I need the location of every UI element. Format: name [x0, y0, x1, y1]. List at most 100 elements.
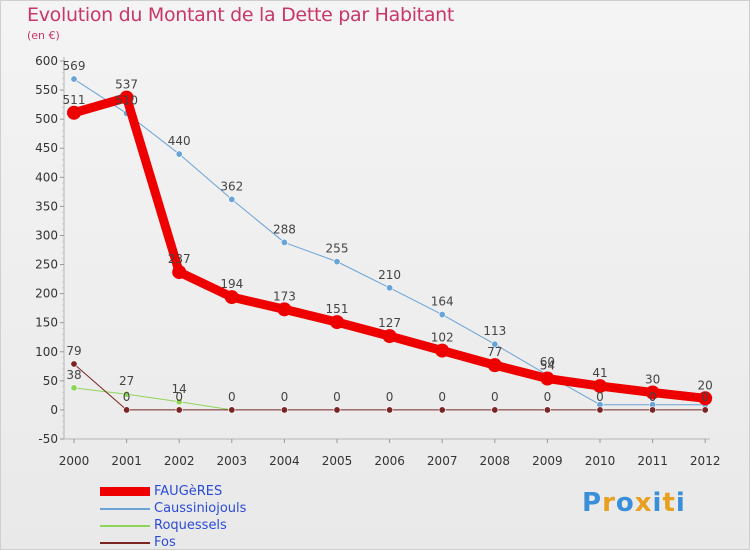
data-label-faug-res: 194: [220, 277, 243, 291]
y-tick-label: 350: [35, 199, 58, 213]
data-label-caussiniojouls: 60: [540, 355, 555, 369]
legend-swatch: [100, 487, 150, 496]
data-label-fos: 0: [281, 390, 289, 404]
x-tick-label: 2011: [637, 454, 668, 468]
data-point-fos: [70, 360, 78, 368]
data-label-fos: 0: [175, 390, 183, 404]
data-label-fos: 0: [649, 390, 657, 404]
chart-title: Evolution du Montant de la Dette par Hab…: [27, 4, 455, 26]
x-tick-label: 2005: [322, 454, 353, 468]
data-point-caussiniojouls: [175, 150, 183, 158]
data-label-caussiniojouls: 569: [63, 59, 86, 73]
legend-item-fos: Fos: [100, 534, 246, 551]
y-tick-label: 500: [35, 112, 58, 126]
data-point-fos: [280, 406, 288, 414]
data-point-faug-res: [277, 302, 292, 317]
data-label-caussiniojouls: 362: [220, 179, 243, 193]
data-label-faug-res: 151: [326, 302, 349, 316]
data-point-faug-res: [67, 105, 81, 120]
data-label-faug-res: 77: [487, 345, 502, 359]
data-point-faug-res: [224, 290, 239, 305]
data-label-caussiniojouls: 440: [168, 134, 191, 148]
data-point-fos: [596, 406, 604, 414]
x-tick-label: 2010: [585, 454, 616, 468]
y-tick-label: 400: [35, 170, 58, 184]
series-line-roquessels: [73, 387, 233, 411]
data-point-roquessels: [70, 384, 78, 392]
data-label-fos: 0: [386, 390, 394, 404]
chart-legend: FAUGèRES Caussiniojouls Roquessels Fos: [100, 483, 246, 551]
x-tick-label: 2004: [269, 454, 300, 468]
legend-item-caussiniojouls: Caussiniojouls: [100, 500, 246, 517]
y-tick-label: 100: [35, 345, 58, 359]
data-point-faug-res: [698, 391, 713, 406]
x-tick-label: 2012: [690, 454, 721, 468]
data-point-caussiniojouls: [228, 195, 236, 203]
x-tick-label: 2008: [480, 454, 511, 468]
data-label-fos: 0: [491, 390, 499, 404]
y-tick-label: 550: [35, 83, 58, 97]
data-label-caussiniojouls: 113: [483, 324, 506, 338]
data-label-caussiniojouls: 510: [115, 93, 138, 107]
data-point-fos: [701, 406, 709, 414]
data-label-fos: 0: [123, 390, 131, 404]
legend-item-faug-res: FAUGèRES: [100, 483, 246, 500]
x-tick-label: 2003: [217, 454, 248, 468]
logo-letter: P: [582, 488, 603, 518]
data-point-faug-res: [119, 90, 134, 105]
y-tick-label: 250: [35, 258, 58, 272]
legend-swatch: [100, 541, 150, 544]
logo-letter: x: [634, 488, 653, 518]
data-label-faug-res: 237: [168, 252, 191, 266]
data-label-faug-res: 127: [378, 316, 401, 330]
data-point-fos: [175, 406, 183, 414]
y-tick-label: 600: [35, 54, 58, 68]
y-tick-label: 50: [43, 374, 58, 388]
legend-label: FAUGèRES: [154, 484, 223, 499]
legend-label: Caussiniojouls: [154, 501, 247, 516]
legend-label: Roquessels: [154, 518, 227, 533]
data-point-fos: [333, 406, 341, 414]
data-point-faug-res: [172, 265, 187, 280]
data-point-caussiniojouls: [280, 238, 288, 246]
data-point-fos: [438, 406, 446, 414]
x-tick-label: 2000: [59, 454, 90, 468]
data-point-faug-res: [540, 371, 555, 386]
legend-swatch: [100, 524, 150, 527]
data-label-fos: 0: [333, 390, 341, 404]
data-point-faug-res: [487, 358, 502, 373]
data-label-roquessels: 27: [119, 374, 134, 388]
data-point-faug-res: [645, 385, 660, 400]
x-tick-label: 2007: [427, 454, 458, 468]
y-tick-label: 450: [35, 141, 58, 155]
data-point-caussiniojouls: [386, 284, 394, 292]
logo-letter: r: [602, 488, 616, 518]
chart-subtitle: (en €): [27, 29, 60, 42]
data-label-faug-res: 102: [431, 331, 454, 345]
data-label-fos: 0: [228, 390, 236, 404]
data-label-faug-res: 173: [273, 289, 296, 303]
data-point-caussiniojouls: [491, 340, 499, 348]
data-label-caussiniojouls: 210: [378, 268, 401, 282]
x-tick-label: 2009: [532, 454, 563, 468]
legend-item-roquessels: Roquessels: [100, 517, 246, 534]
logo-letter: i: [675, 488, 686, 518]
data-label-caussiniojouls: 288: [273, 222, 296, 236]
data-label-faug-res: 511: [63, 93, 86, 107]
data-point-fos: [386, 406, 394, 414]
data-point-faug-res: [435, 343, 450, 358]
legend-swatch: [100, 507, 150, 510]
data-label-faug-res: 30: [645, 372, 660, 386]
data-point-fos: [649, 406, 657, 414]
data-label-fos: 0: [596, 390, 604, 404]
data-point-faug-res: [382, 329, 397, 344]
x-tick-label: 2002: [164, 454, 195, 468]
logo-letter: t: [662, 488, 676, 518]
y-tick-label: 0: [50, 403, 58, 417]
data-point-fos: [543, 406, 551, 414]
data-label-faug-res: 20: [698, 378, 713, 392]
data-point-roquessels: [175, 398, 183, 406]
data-label-caussiniojouls: 164: [431, 295, 454, 309]
data-label-faug-res: 41: [592, 366, 607, 380]
data-point-caussiniojouls: [333, 258, 341, 266]
